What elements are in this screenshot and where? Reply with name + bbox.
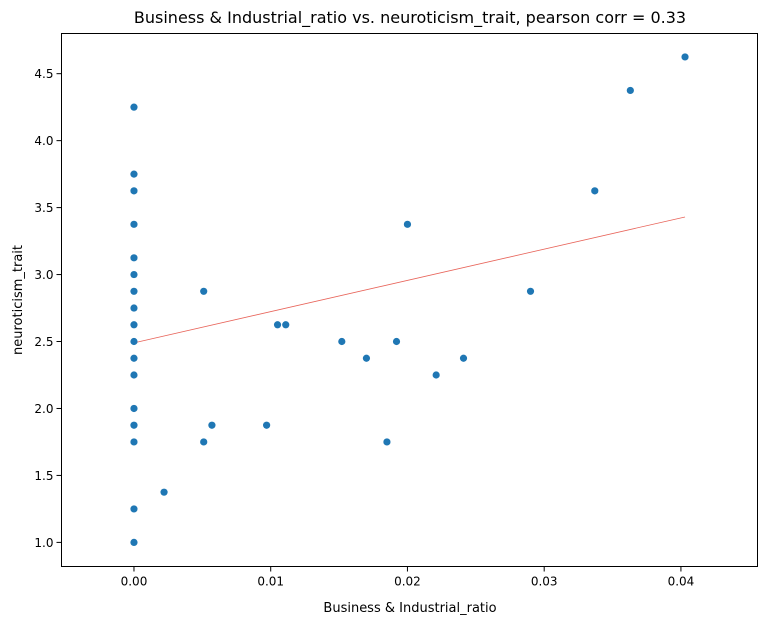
x-tick-label: 0.04 xyxy=(668,575,695,589)
data-point xyxy=(200,438,208,446)
y-tick-label: 2.0 xyxy=(34,402,53,416)
data-point xyxy=(681,53,689,61)
data-points-layer xyxy=(130,53,689,546)
y-tick-label: 4.0 xyxy=(34,134,53,148)
data-point xyxy=(130,170,138,178)
data-point xyxy=(362,354,371,362)
data-point xyxy=(130,538,138,546)
x-axis: 0.00 0.01 0.02 0.03 0.04 xyxy=(121,566,695,589)
data-point xyxy=(130,187,138,195)
y-axis: 1.0 1.5 2.0 2.5 3.0 3.5 4.0 4.5 xyxy=(34,67,62,550)
x-tick-label: 0.02 xyxy=(394,575,421,589)
data-point xyxy=(160,488,168,496)
y-tick-label: 3.0 xyxy=(34,268,53,282)
data-point xyxy=(130,438,138,446)
data-point xyxy=(130,270,138,279)
data-point xyxy=(130,220,138,228)
y-tick-label: 1.0 xyxy=(34,536,53,550)
data-point xyxy=(459,354,468,362)
data-point xyxy=(130,304,138,312)
data-point xyxy=(130,254,138,262)
data-point xyxy=(526,287,535,295)
data-point xyxy=(130,404,138,413)
plot-area xyxy=(61,33,758,567)
data-point xyxy=(130,354,138,362)
plot-frame xyxy=(61,33,758,567)
data-point xyxy=(383,438,391,446)
data-point xyxy=(338,337,346,346)
y-tick-label: 2.5 xyxy=(34,335,53,349)
y-tick-label: 1.5 xyxy=(34,469,53,483)
data-point xyxy=(200,287,208,295)
data-point xyxy=(282,321,290,329)
x-tick-label: 0.01 xyxy=(257,575,284,589)
data-point xyxy=(273,321,282,329)
data-point xyxy=(403,220,412,228)
data-point xyxy=(130,287,138,295)
data-point xyxy=(626,86,634,95)
x-tick-label: 0.03 xyxy=(531,575,558,589)
data-point xyxy=(432,371,440,379)
y-axis-label: neuroticism_trait xyxy=(11,245,26,355)
data-point xyxy=(208,421,216,429)
data-point xyxy=(392,337,401,346)
y-tick-label: 3.5 xyxy=(34,201,53,215)
regression-line-layer xyxy=(133,216,686,344)
data-point xyxy=(263,421,271,429)
x-tick-label: 0.00 xyxy=(121,575,148,589)
y-tick-label: 4.5 xyxy=(34,67,53,81)
chart-title: Business & Industrial_ratio vs. neurotic… xyxy=(134,8,686,28)
x-axis-label: Business & Industrial_ratio xyxy=(323,601,496,616)
data-point xyxy=(591,187,599,195)
data-point xyxy=(130,421,138,429)
data-point xyxy=(130,505,138,513)
data-point xyxy=(130,371,138,379)
data-point xyxy=(130,321,138,329)
regression-line xyxy=(133,216,686,344)
data-point xyxy=(130,337,138,346)
data-point xyxy=(130,103,138,111)
